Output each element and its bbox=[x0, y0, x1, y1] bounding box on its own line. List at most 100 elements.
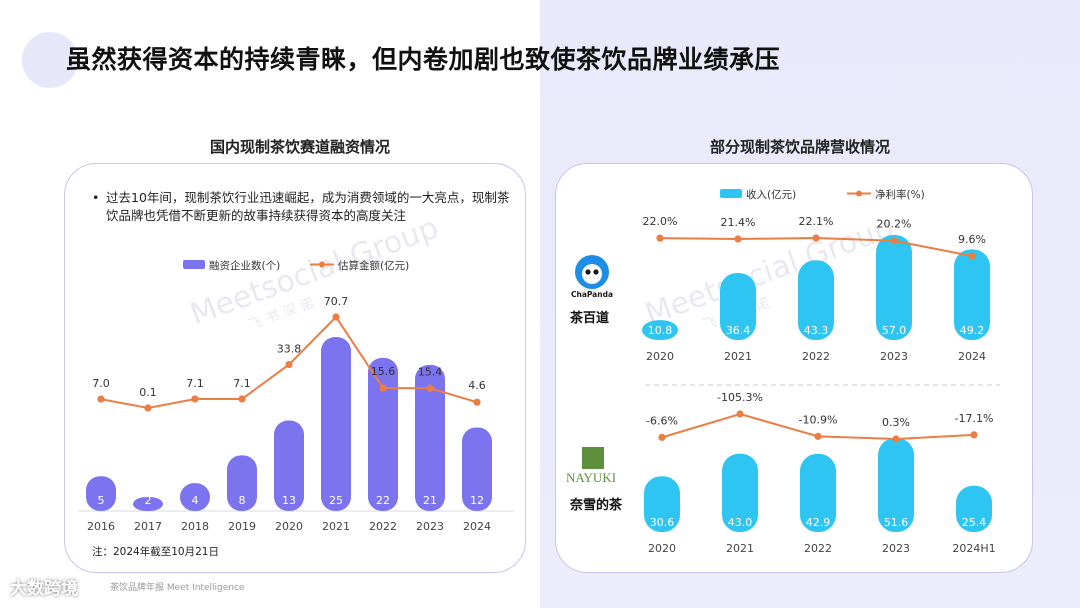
bar bbox=[180, 483, 210, 511]
bar-value-label: 36.4 bbox=[726, 324, 751, 337]
bar-value-label: 2 bbox=[145, 494, 152, 507]
bar-value-label: 51.6 bbox=[884, 516, 909, 529]
line-value-label: 15.4 bbox=[418, 365, 443, 378]
chart-financing: 融资企业数(个) 估算金额(亿元) 5 2016 2 2017 4 2018 8 2019 13 20… bbox=[78, 259, 514, 533]
bullet-point: • 过去10年间，现制茶饮行业迅速崛起，成为消费领域的一大亮点，现制茶饮品牌也凭… bbox=[92, 189, 512, 225]
line-point bbox=[191, 395, 199, 403]
x-tick-label: 2016 bbox=[87, 520, 115, 533]
bar bbox=[722, 453, 758, 532]
bar bbox=[274, 420, 304, 511]
bar bbox=[956, 485, 992, 532]
source-note: 茶饮品牌年报 Meet Intelligence bbox=[110, 583, 245, 593]
nayuki-logo: NAYUKI bbox=[566, 447, 616, 485]
line-value-label: 0.1 bbox=[139, 386, 157, 399]
line-value-label: 15.6 bbox=[371, 365, 396, 378]
legend-swatch-marker bbox=[319, 261, 325, 268]
legend-label-line: 净利率(%) bbox=[875, 188, 925, 201]
x-tick-label: 2024 bbox=[958, 350, 986, 363]
chapanda-logo-face bbox=[582, 264, 602, 284]
line-point bbox=[473, 398, 481, 406]
x-tick-label: 2021 bbox=[724, 350, 752, 363]
legend-swatch-marker bbox=[856, 190, 862, 197]
x-tick-label: 2017 bbox=[134, 520, 162, 533]
bar-value-label: 42.9 bbox=[806, 516, 831, 529]
legend-swatch-bar bbox=[183, 260, 205, 269]
x-tick-label: 2018 bbox=[181, 520, 209, 533]
nayuki-logo-text: NAYUKI bbox=[566, 470, 616, 485]
line-value-label: 22.0% bbox=[643, 215, 678, 228]
right-chart-card bbox=[555, 163, 1033, 573]
line-value-label: 20.2% bbox=[877, 218, 912, 231]
bar-value-label: 8 bbox=[239, 494, 246, 507]
footnote: 注：2024年截至10月21日 bbox=[92, 546, 219, 558]
line-value-label: 7.0 bbox=[92, 377, 110, 390]
title-decoration-circle bbox=[22, 32, 78, 88]
bar bbox=[878, 438, 914, 532]
x-tick-label: 2024 bbox=[463, 520, 491, 533]
page-title: 虽然获得资本的持续青睐，但内卷加剧也致使茶饮品牌业绩承压 bbox=[66, 45, 781, 74]
line-value-label: 22.1% bbox=[799, 215, 834, 228]
bar-value-label: 13 bbox=[282, 494, 296, 507]
line-point bbox=[968, 252, 976, 260]
line-point bbox=[97, 395, 105, 403]
bar bbox=[720, 272, 756, 340]
line-point bbox=[144, 404, 152, 412]
x-tick-label: 2020 bbox=[275, 520, 303, 533]
footer-logo: 大数跨境 bbox=[10, 579, 78, 599]
x-tick-label: 2020 bbox=[646, 350, 674, 363]
brand-label-chabaidao: 茶百道 bbox=[570, 311, 610, 326]
bar-value-label: 12 bbox=[470, 494, 484, 507]
legend-label-line: 估算金额(亿元) bbox=[338, 259, 409, 272]
x-tick-label: 2023 bbox=[882, 542, 910, 555]
x-tick-label: 2023 bbox=[416, 520, 444, 533]
bar bbox=[133, 497, 163, 511]
line-point bbox=[238, 395, 246, 403]
line-value-label: 0.3% bbox=[882, 416, 910, 429]
x-tick-label: 2022 bbox=[369, 520, 397, 533]
chapanda-logo: ChaPanda bbox=[571, 255, 613, 299]
bar-value-label: 49.2 bbox=[960, 324, 985, 337]
bar bbox=[415, 364, 445, 511]
x-tick-label: 2021 bbox=[322, 520, 350, 533]
bar-value-label: 10.8 bbox=[648, 324, 673, 337]
watermark-left: Meetsocial Group 飞 书 深 诺 bbox=[186, 210, 443, 333]
chart-nayuki: 30.6 2020 43.0 2021 42.9 2022 51.6 2023 25.4 2024… bbox=[644, 391, 996, 555]
line-value-label: 7.1 bbox=[233, 377, 251, 390]
bar bbox=[368, 357, 398, 511]
watermark-text: Meetsocial Group bbox=[641, 210, 898, 332]
chapanda-logo-text: ChaPanda bbox=[571, 290, 613, 299]
x-tick-label: 2022 bbox=[804, 542, 832, 555]
line-point bbox=[812, 234, 820, 242]
x-tick-label: 2023 bbox=[880, 350, 908, 363]
line-point bbox=[736, 410, 744, 418]
bar-value-label: 25.4 bbox=[962, 516, 987, 529]
bar-value-label: 43.3 bbox=[804, 324, 829, 337]
line-value-label: -17.1% bbox=[955, 412, 994, 425]
x-tick-label: 2022 bbox=[802, 350, 830, 363]
line-value-label: 70.7 bbox=[324, 295, 349, 308]
legend-label-bar: 融资企业数(个) bbox=[209, 259, 280, 272]
bar-value-label: 43.0 bbox=[728, 516, 753, 529]
line-value-label: 21.4% bbox=[721, 216, 756, 229]
bar-value-label: 4 bbox=[192, 494, 199, 507]
bar bbox=[642, 320, 678, 340]
bullet-dot: • bbox=[92, 190, 100, 205]
line-point bbox=[658, 433, 666, 441]
line-point bbox=[285, 360, 293, 369]
line-value-label: 7.1 bbox=[186, 377, 204, 390]
nayuki-logo-mark bbox=[582, 447, 604, 469]
bar-value-label: 25 bbox=[329, 494, 343, 507]
x-tick-label: 2019 bbox=[228, 520, 256, 533]
bar bbox=[876, 235, 912, 340]
bar-value-label: 30.6 bbox=[650, 516, 675, 529]
x-tick-label: 2021 bbox=[726, 542, 754, 555]
right-panel-title: 部分现制茶饮品牌营收情况 bbox=[709, 138, 890, 156]
bar bbox=[86, 476, 116, 511]
watermark-right: Meetsocial Group 飞 书 深 诺 bbox=[641, 210, 898, 333]
line-point bbox=[332, 313, 340, 321]
bar bbox=[462, 427, 492, 511]
line-value-label: 9.6% bbox=[958, 233, 986, 246]
line-value-label: -105.3% bbox=[717, 391, 763, 404]
bar bbox=[321, 337, 351, 511]
bar bbox=[644, 476, 680, 532]
